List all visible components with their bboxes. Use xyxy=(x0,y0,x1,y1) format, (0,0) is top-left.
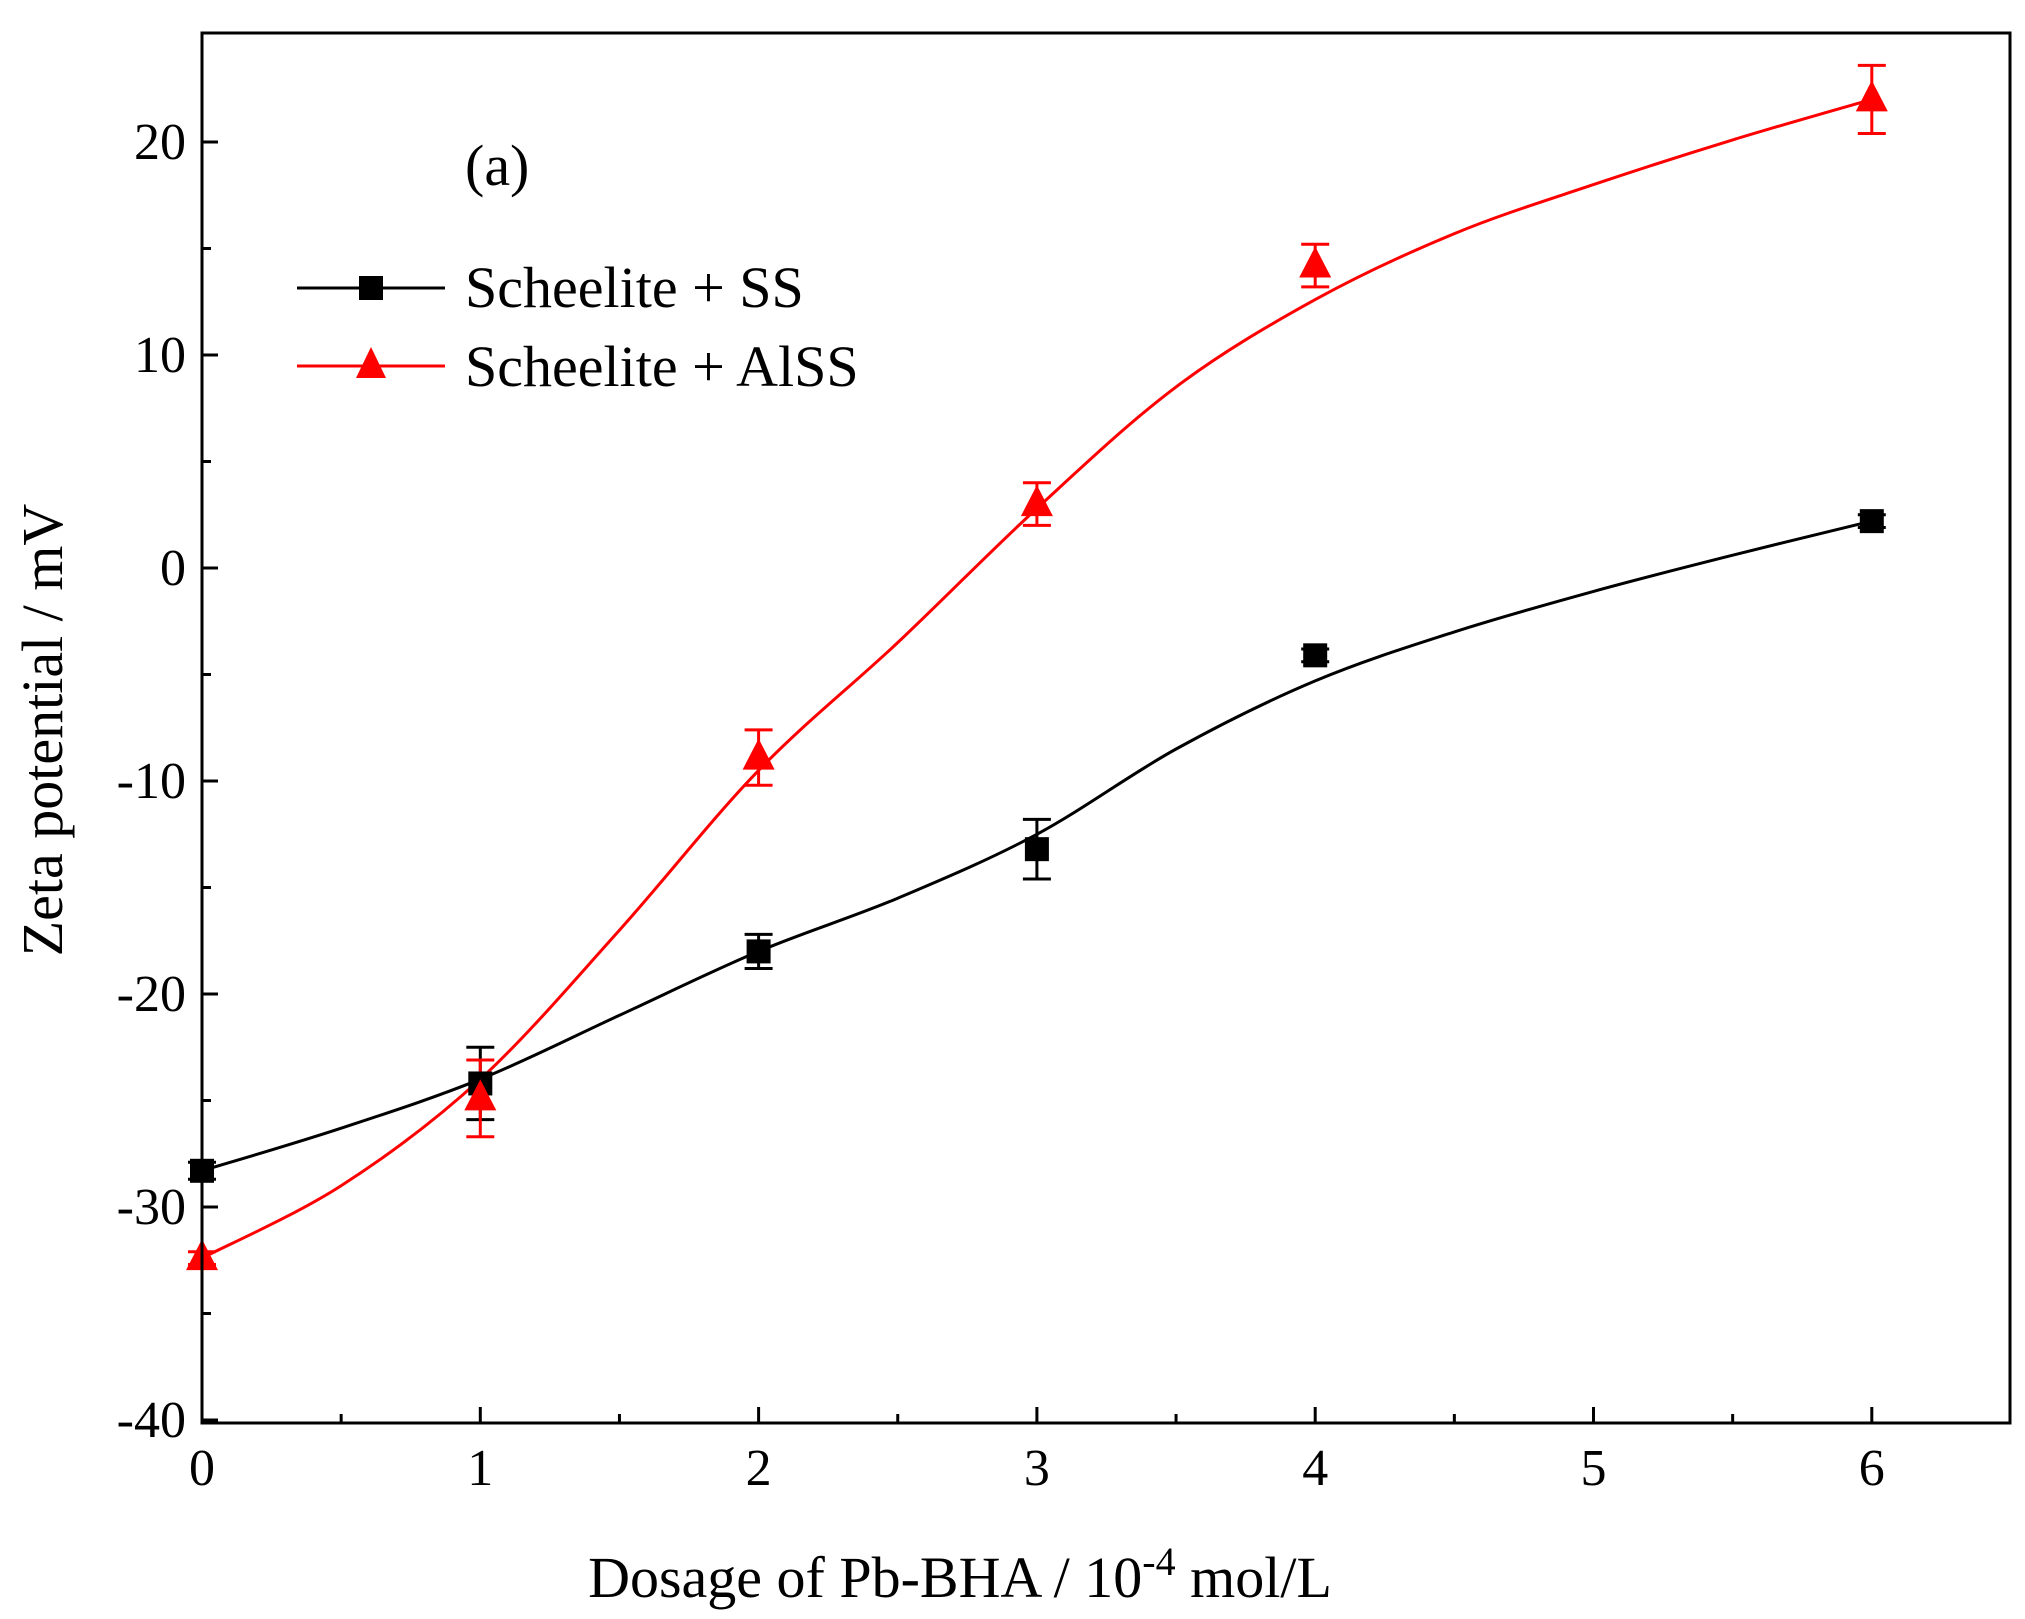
fit-curve-alss xyxy=(201,97,1873,1260)
y-axis-label: Zeta potential / mV xyxy=(10,504,75,957)
legend-label-alss: Scheelite + AlSS xyxy=(465,334,859,399)
x-axis-label-exponent: -4 xyxy=(1142,1539,1175,1584)
fit-curve-layer xyxy=(201,97,1873,1260)
panel-label: (a) xyxy=(465,133,529,198)
data-point-alss xyxy=(1855,80,1888,112)
legend-label-ss: Scheelite + SS xyxy=(465,255,804,320)
x-tick-label: 4 xyxy=(1302,1440,1328,1497)
y-tick-label: -30 xyxy=(117,1179,186,1236)
data-point-alss xyxy=(464,1079,497,1111)
y-tick-label: 20 xyxy=(134,114,186,171)
x-tick-label: 5 xyxy=(1581,1440,1607,1497)
x-axis-label: Dosage of Pb-BHA / 10-4 mol/L xyxy=(588,1539,1332,1610)
data-point-alss xyxy=(1299,246,1332,278)
y-tick-label: -10 xyxy=(117,753,186,810)
legend-marker-triangle xyxy=(356,347,386,378)
marker-layer xyxy=(186,80,1888,1271)
plot-frame xyxy=(200,31,2012,1425)
data-point-ss xyxy=(1024,837,1049,862)
data-point-ss xyxy=(746,939,771,964)
x-tick-label: 0 xyxy=(189,1440,215,1497)
data-point-ss xyxy=(1859,509,1884,534)
tick-layer: 0 1 2 3 4 5 6 -40 -30 -20 -10 0 10 20 xyxy=(117,114,1885,1497)
data-point-alss xyxy=(742,738,775,770)
x-tick-label: 1 xyxy=(467,1440,493,1497)
x-axis-label-main: Dosage of Pb-BHA / 10 xyxy=(588,1545,1142,1610)
y-tick-label: 10 xyxy=(134,327,186,384)
x-axis-label-unit: mol/L xyxy=(1176,1545,1332,1610)
error-bar-layer xyxy=(188,63,1886,1267)
legend: Scheelite + SS Scheelite + AlSS xyxy=(297,255,859,399)
data-point-ss xyxy=(1303,643,1328,668)
data-point-alss xyxy=(1020,485,1053,517)
y-tick-label: -20 xyxy=(117,966,186,1023)
x-tick-label: 3 xyxy=(1024,1440,1050,1497)
x-tick-label: 2 xyxy=(746,1440,772,1497)
legend-marker-square xyxy=(359,276,383,300)
y-tick-label: 0 xyxy=(160,540,186,597)
x-tick-label: 6 xyxy=(1859,1440,1885,1497)
y-tick-label: -40 xyxy=(117,1392,186,1449)
